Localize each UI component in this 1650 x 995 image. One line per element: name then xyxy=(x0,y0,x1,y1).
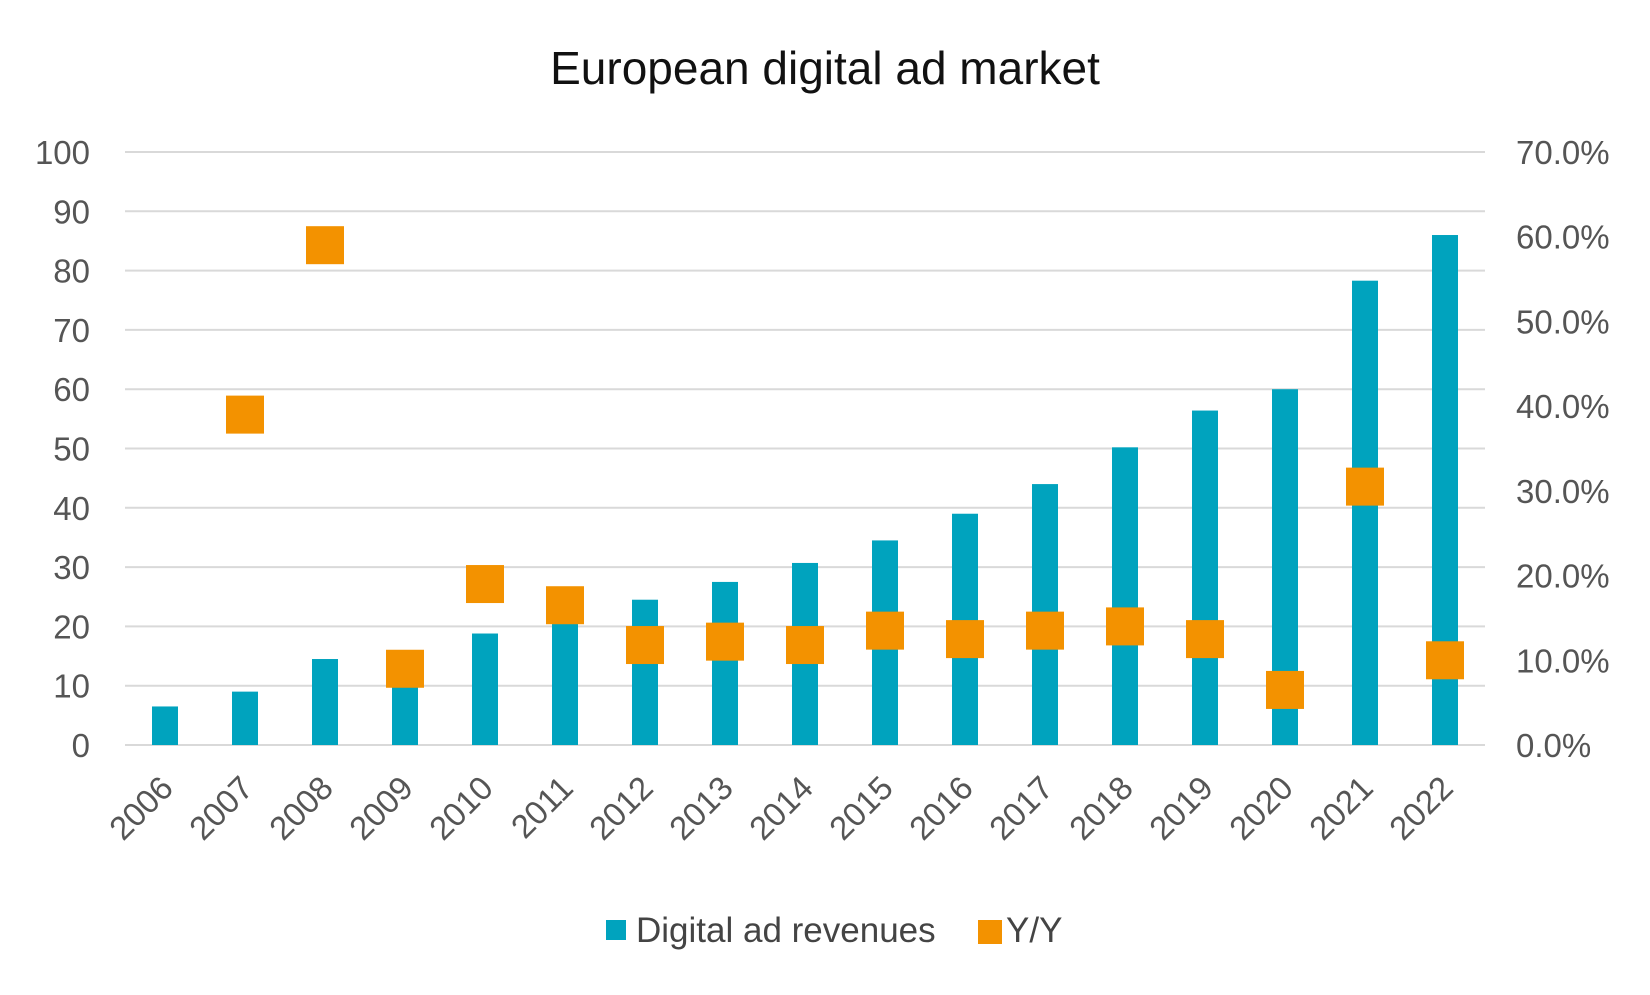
yoy-marker xyxy=(466,565,504,604)
legend-label-digital-ad-revenues: Digital ad revenues xyxy=(636,911,936,950)
x-tick-label: 2013 xyxy=(662,769,740,847)
legend-label-yy: Y/Y xyxy=(1006,911,1062,950)
left-tick-label: 70 xyxy=(53,312,90,349)
revenue-bar xyxy=(152,706,178,745)
x-tick-label: 2020 xyxy=(1222,769,1300,847)
yoy-marker xyxy=(1346,467,1384,506)
chart-title: European digital ad market xyxy=(550,42,1100,94)
revenue-bar xyxy=(712,581,738,745)
left-tick-label: 20 xyxy=(53,608,90,645)
x-tick-label: 2018 xyxy=(1062,769,1140,847)
revenue-bars xyxy=(152,235,1458,745)
gridlines xyxy=(125,151,1485,746)
x-tick-label: 2015 xyxy=(822,769,900,847)
legend: Digital ad revenues Y/Y xyxy=(606,911,1062,950)
right-tick-label: 30.0% xyxy=(1516,473,1610,510)
left-axis-ticks: 0 10 20 30 40 50 60 70 80 90 100 xyxy=(35,134,90,764)
yoy-marker xyxy=(1186,620,1224,659)
x-tick-label: 2012 xyxy=(582,769,660,847)
x-tick-label: 2016 xyxy=(902,769,980,847)
left-tick-label: 90 xyxy=(53,193,90,230)
yoy-markers xyxy=(226,226,1464,709)
right-tick-label: 70.0% xyxy=(1516,134,1610,171)
right-tick-label: 0.0% xyxy=(1516,727,1591,764)
yoy-marker xyxy=(226,395,264,434)
yoy-marker xyxy=(786,626,824,665)
yoy-marker xyxy=(386,649,424,688)
x-tick-label: 2008 xyxy=(262,769,340,847)
yoy-marker xyxy=(306,226,344,265)
left-tick-label: 100 xyxy=(35,134,90,171)
yoy-marker xyxy=(546,586,584,625)
left-tick-label: 30 xyxy=(53,549,90,586)
revenue-bar xyxy=(1352,280,1378,745)
x-tick-label: 2009 xyxy=(342,769,420,847)
right-tick-label: 50.0% xyxy=(1516,303,1610,340)
revenue-bar xyxy=(392,682,418,745)
right-tick-label: 20.0% xyxy=(1516,558,1610,595)
yoy-marker xyxy=(1266,670,1304,709)
right-tick-label: 10.0% xyxy=(1516,642,1610,679)
legend-swatch-yy xyxy=(978,920,1002,944)
x-tick-label: 2022 xyxy=(1382,769,1460,847)
yoy-marker xyxy=(626,626,664,665)
left-tick-label: 10 xyxy=(53,668,90,705)
revenue-bar xyxy=(1112,447,1138,745)
right-tick-label: 60.0% xyxy=(1516,219,1610,256)
x-tick-label: 2010 xyxy=(422,769,500,847)
revenue-bar xyxy=(472,633,498,745)
revenue-bar xyxy=(232,691,258,745)
yoy-marker xyxy=(1426,641,1464,680)
yoy-marker xyxy=(1026,611,1064,650)
yoy-marker xyxy=(1106,607,1144,646)
x-tick-label: 2021 xyxy=(1302,769,1380,847)
x-tick-label: 2014 xyxy=(742,769,820,847)
x-axis-ticks: 2006 2007 2008 2009 2010 2011 2012 2013 2014 2015… xyxy=(102,769,1460,847)
x-tick-label: 2011 xyxy=(504,769,580,845)
x-tick-label: 2007 xyxy=(182,769,260,847)
x-tick-label: 2017 xyxy=(982,769,1060,847)
revenue-bar xyxy=(552,620,578,745)
revenue-bar xyxy=(312,659,338,745)
legend-swatch-digital-ad-revenues xyxy=(606,920,626,940)
right-tick-label: 40.0% xyxy=(1516,388,1610,425)
right-axis-ticks: 0.0% 10.0% 20.0% 30.0% 40.0% 50.0% 60.0% 70.0% xyxy=(1516,134,1610,764)
left-tick-label: 50 xyxy=(53,431,90,468)
yoy-marker xyxy=(946,620,984,659)
yoy-marker xyxy=(706,622,744,661)
x-tick-label: 2006 xyxy=(102,769,180,847)
left-tick-label: 60 xyxy=(53,371,90,408)
x-tick-label: 2019 xyxy=(1142,769,1220,847)
left-tick-label: 80 xyxy=(53,253,90,290)
yoy-marker xyxy=(866,611,904,650)
left-tick-label: 0 xyxy=(72,727,90,764)
revenue-bar xyxy=(1192,410,1218,745)
left-tick-label: 40 xyxy=(53,490,90,527)
revenue-bar xyxy=(632,599,658,745)
